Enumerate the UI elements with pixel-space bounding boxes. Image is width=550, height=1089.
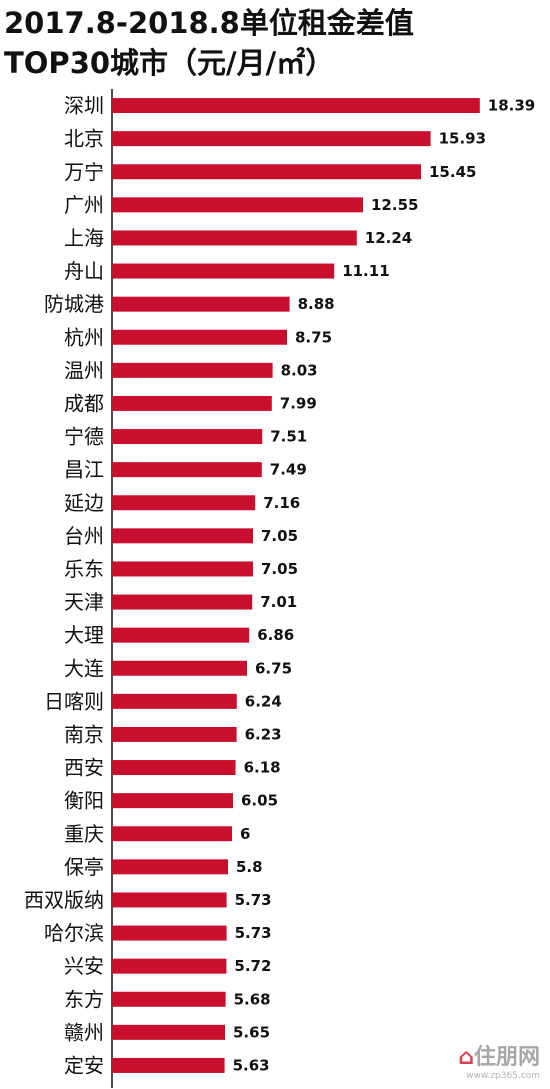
bar xyxy=(112,991,226,1007)
category-label: 西安 xyxy=(64,756,104,780)
category-label: 赣州 xyxy=(64,1020,104,1044)
value-label: 7.51 xyxy=(270,428,307,446)
bar xyxy=(112,760,236,776)
bar xyxy=(112,826,232,842)
bar xyxy=(112,197,363,213)
category-label: 东方 xyxy=(64,987,104,1011)
category-label: 大理 xyxy=(64,623,104,647)
bar xyxy=(112,958,227,974)
bar xyxy=(112,528,253,544)
value-label: 6.18 xyxy=(244,759,281,777)
value-label: 8.03 xyxy=(281,361,318,379)
category-label: 大连 xyxy=(64,656,104,680)
category-label: 昌江 xyxy=(64,458,104,482)
bar xyxy=(112,892,227,908)
category-label: 日喀则 xyxy=(44,689,104,713)
value-label: 7.01 xyxy=(260,593,297,611)
watermark-logo-text: 住朋网 xyxy=(473,1045,540,1070)
watermark: ⌂住朋网 www.zp365.com xyxy=(458,1039,540,1081)
value-label: 12.55 xyxy=(371,196,418,214)
value-label: 11.11 xyxy=(342,262,389,280)
category-label: 西双版纳 xyxy=(24,888,104,912)
category-label: 深圳 xyxy=(64,94,104,118)
category-label: 北京 xyxy=(64,127,104,151)
value-label: 5.73 xyxy=(235,924,272,942)
category-label: 保亭 xyxy=(64,855,104,879)
bar xyxy=(112,859,228,875)
value-label: 18.39 xyxy=(488,97,535,115)
value-label: 6.24 xyxy=(245,692,282,710)
category-label: 宁德 xyxy=(64,425,104,449)
chart-title: 2017.8-2018.8单位租金差值 xyxy=(4,6,414,40)
bar xyxy=(112,793,233,809)
value-label: 6.75 xyxy=(255,659,292,677)
category-label: 台州 xyxy=(64,524,104,548)
bar xyxy=(112,627,250,643)
bar xyxy=(112,594,253,610)
bar xyxy=(112,164,421,180)
value-label: 7.49 xyxy=(270,461,307,479)
category-label: 上海 xyxy=(64,226,104,250)
value-label: 7.99 xyxy=(280,394,317,412)
category-label: 乐东 xyxy=(64,557,104,581)
bar xyxy=(112,693,237,709)
bar xyxy=(112,1024,225,1040)
category-label: 衡阳 xyxy=(64,789,104,813)
category-label: 哈尔滨 xyxy=(44,921,104,945)
bar xyxy=(112,329,287,345)
bar xyxy=(112,462,262,478)
category-label: 广州 xyxy=(64,193,104,217)
watermark-site: www.zp365.com xyxy=(466,1071,540,1081)
bar xyxy=(112,296,290,312)
category-label: 定安 xyxy=(64,1053,104,1077)
bar xyxy=(112,395,272,411)
value-label: 6 xyxy=(240,825,250,843)
value-label: 6.23 xyxy=(245,725,282,743)
value-label: 15.93 xyxy=(439,130,486,148)
value-label: 7.05 xyxy=(261,527,298,545)
value-label: 5.8 xyxy=(236,858,263,876)
value-label: 15.45 xyxy=(429,163,476,181)
bar xyxy=(112,495,256,511)
category-label: 天津 xyxy=(64,590,104,614)
bar xyxy=(112,925,227,941)
value-label: 6.86 xyxy=(257,626,294,644)
category-label: 舟山 xyxy=(64,259,104,283)
category-label: 南京 xyxy=(64,722,104,746)
bar xyxy=(112,230,357,246)
value-label: 7.05 xyxy=(261,560,298,578)
category-label: 温州 xyxy=(64,358,104,382)
value-label: 12.24 xyxy=(365,229,412,247)
category-label: 杭州 xyxy=(64,325,104,349)
category-label: 防城港 xyxy=(44,292,104,316)
bar xyxy=(112,429,263,445)
value-label: 6.05 xyxy=(241,792,278,810)
category-label: 兴安 xyxy=(64,954,104,978)
chart-subtitle: TOP30城市（元/月/㎡） xyxy=(4,46,335,80)
category-label: 延边 xyxy=(64,491,104,515)
bar xyxy=(112,660,247,676)
value-label: 5.65 xyxy=(233,1023,270,1041)
value-label: 5.72 xyxy=(234,957,271,975)
bar xyxy=(112,1057,225,1073)
category-label: 重庆 xyxy=(64,822,104,846)
bar xyxy=(112,131,431,147)
house-logo-icon: ⌂ xyxy=(458,1045,474,1070)
bar xyxy=(112,561,253,577)
bars-group: 深圳 18.39 北京 15.93 万宁 15.45 广州 12.55 上海 12.24 舟山 11.… xyxy=(24,94,535,1078)
bar xyxy=(112,726,237,742)
value-label: 8.88 xyxy=(298,295,335,313)
category-label: 万宁 xyxy=(64,160,104,184)
value-label: 5.63 xyxy=(233,1056,270,1074)
bar xyxy=(112,98,480,114)
category-label: 成都 xyxy=(64,391,104,415)
value-label: 5.73 xyxy=(235,891,272,909)
bar xyxy=(112,263,335,279)
value-label: 7.16 xyxy=(263,494,300,512)
value-label: 5.68 xyxy=(234,990,271,1008)
bar xyxy=(112,362,273,378)
value-label: 8.75 xyxy=(295,328,332,346)
